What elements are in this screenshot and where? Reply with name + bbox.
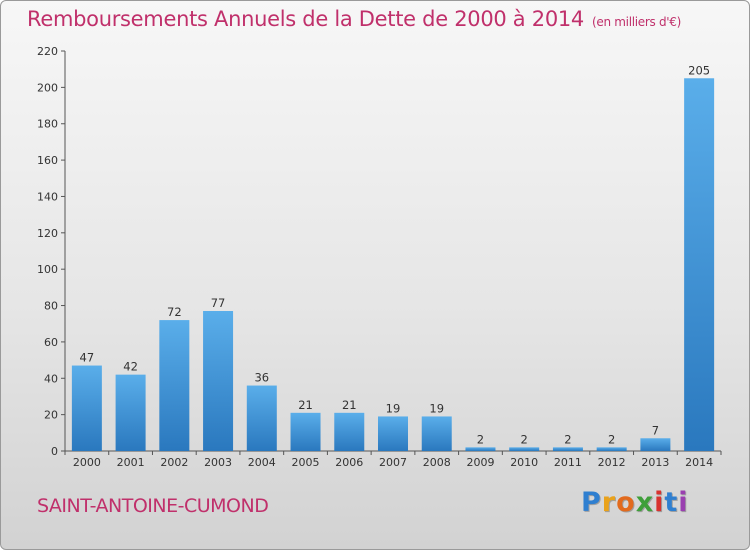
bar-value-label: 36	[254, 371, 269, 385]
bar-value-label: 47	[80, 351, 95, 365]
bar	[509, 447, 540, 451]
y-tick-label: 180	[37, 118, 58, 131]
logo-letter: P	[581, 487, 602, 518]
bars: 47 42 72 77 36 21 21 19 19 2 2 2 2 7 205	[71, 63, 715, 451]
y-tick-label: 0	[51, 445, 58, 458]
bar	[640, 438, 671, 451]
y-tick-label: 200	[37, 81, 58, 94]
bar	[71, 365, 102, 451]
x-tick-label: 2012	[598, 456, 626, 469]
y-tick-label: 60	[44, 336, 58, 349]
bar	[421, 416, 452, 451]
logo-letter: i	[654, 487, 665, 518]
x-tick-label: 2014	[685, 456, 713, 469]
proxiti-logo: Proxiti	[581, 487, 689, 518]
x-tick-label: 2013	[641, 456, 669, 469]
x-tick-label: 2009	[466, 456, 494, 469]
bar	[115, 374, 146, 451]
bar-value-label: 21	[342, 398, 357, 412]
chart-title-text: Remboursements Annuels de la Dette de 20…	[27, 7, 584, 31]
y-tick-label: 220	[37, 45, 58, 58]
x-tick-label: 2002	[160, 456, 188, 469]
logo-letter: r	[601, 487, 617, 518]
commune-name: SAINT-ANTOINE-CUMOND	[37, 495, 269, 517]
y-tick-label: 140	[37, 190, 58, 203]
bar-value-label: 19	[386, 401, 401, 415]
bar-value-label: 2	[477, 432, 484, 446]
x-tick-label: 2000	[73, 456, 101, 469]
bar	[465, 447, 496, 451]
x-tick-label: 2005	[292, 456, 320, 469]
bar-value-label: 42	[123, 360, 138, 374]
y-tick-label: 120	[37, 227, 58, 240]
logo-letter: t	[664, 487, 679, 518]
x-tick-label: 2010	[510, 456, 538, 469]
x-tick-label: 2007	[379, 456, 407, 469]
bar-value-label: 72	[167, 305, 182, 319]
bar-value-label: 21	[298, 398, 313, 412]
y-tick-label: 40	[44, 372, 58, 385]
bar-value-label: 205	[688, 63, 710, 77]
bar	[596, 447, 627, 451]
bar-value-label: 2	[608, 432, 615, 446]
bar	[684, 78, 715, 451]
bar	[552, 447, 583, 451]
bar	[159, 320, 190, 451]
y-tick-label: 100	[37, 263, 58, 276]
axes: 0 20 40 60 80 100 120 140 160 180 200 220 2000 2001 20…	[37, 45, 722, 469]
bar	[378, 416, 408, 451]
logo-letter: i	[678, 487, 689, 518]
bar-value-label: 2	[564, 432, 571, 446]
x-tick-label: 2008	[423, 456, 451, 469]
logo-letter: x	[635, 487, 655, 518]
chart-title: Remboursements Annuels de la Dette de 20…	[27, 7, 681, 31]
bar	[334, 412, 365, 451]
y-tick-label: 20	[44, 409, 58, 422]
x-tick-label: 2004	[248, 456, 276, 469]
bar-value-label: 7	[652, 423, 659, 437]
x-tick-label: 2003	[204, 456, 232, 469]
bar-value-label: 77	[211, 296, 226, 310]
y-tick-label: 80	[44, 300, 58, 313]
x-tick-label: 2006	[335, 456, 363, 469]
bar-value-label: 2	[521, 432, 528, 446]
bar-value-label: 19	[429, 401, 444, 415]
x-tick-label: 2001	[117, 456, 145, 469]
x-tick-label: 2011	[554, 456, 582, 469]
bar	[203, 311, 234, 451]
bar	[290, 412, 321, 451]
bar	[246, 385, 277, 451]
logo-letter: o	[616, 487, 636, 518]
chart-unit: (en milliers d'€)	[592, 15, 682, 29]
y-tick-label: 160	[37, 154, 58, 167]
